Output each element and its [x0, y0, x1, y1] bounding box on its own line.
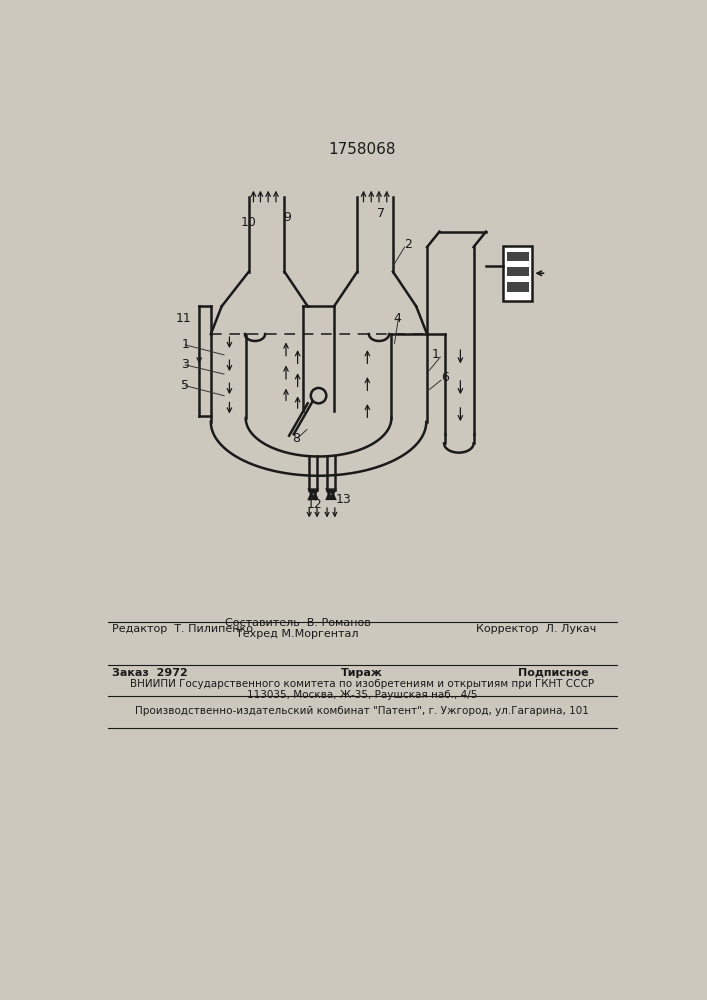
- Text: 4: 4: [393, 312, 401, 325]
- Bar: [507, 282, 529, 292]
- Bar: [503, 246, 532, 301]
- Text: 12: 12: [307, 498, 322, 512]
- Text: Корректор  Л. Лукач: Корректор Л. Лукач: [476, 624, 596, 634]
- Text: Составитель  В. Романов: Составитель В. Романов: [225, 618, 370, 628]
- Text: 113035, Москва, Ж-35, Раушская наб., 4/5: 113035, Москва, Ж-35, Раушская наб., 4/5: [247, 690, 477, 700]
- Text: 5: 5: [182, 379, 189, 392]
- Text: ВНИИПИ Государственного комитета по изобретениям и открытиям при ГКНТ СССР: ВНИИПИ Государственного комитета по изоб…: [130, 679, 594, 689]
- Text: 8: 8: [292, 432, 300, 445]
- Text: 7: 7: [378, 207, 385, 220]
- Text: 1: 1: [432, 348, 440, 361]
- Text: 10: 10: [241, 216, 257, 229]
- Text: Производственно-издательский комбинат "Патент", г. Ужгород, ул.Гагарина, 101: Производственно-издательский комбинат "П…: [135, 706, 589, 716]
- Text: 2: 2: [404, 238, 412, 251]
- Text: 6: 6: [441, 371, 449, 384]
- Text: Техред М.Моргентал: Техред М.Моргентал: [236, 629, 359, 639]
- Text: 9: 9: [284, 211, 291, 224]
- Bar: [507, 267, 529, 276]
- Text: Редактор  Т. Пилипенко: Редактор Т. Пилипенко: [112, 624, 252, 634]
- Text: 1: 1: [182, 338, 189, 351]
- Text: 11: 11: [176, 312, 192, 325]
- Text: 1758068: 1758068: [328, 142, 396, 157]
- Text: Заказ  2972: Заказ 2972: [112, 668, 187, 678]
- Text: 3: 3: [182, 358, 189, 371]
- Text: Подписное: Подписное: [518, 668, 589, 678]
- Text: Тираж: Тираж: [341, 668, 383, 678]
- Bar: [507, 252, 529, 261]
- Text: 13: 13: [336, 493, 351, 506]
